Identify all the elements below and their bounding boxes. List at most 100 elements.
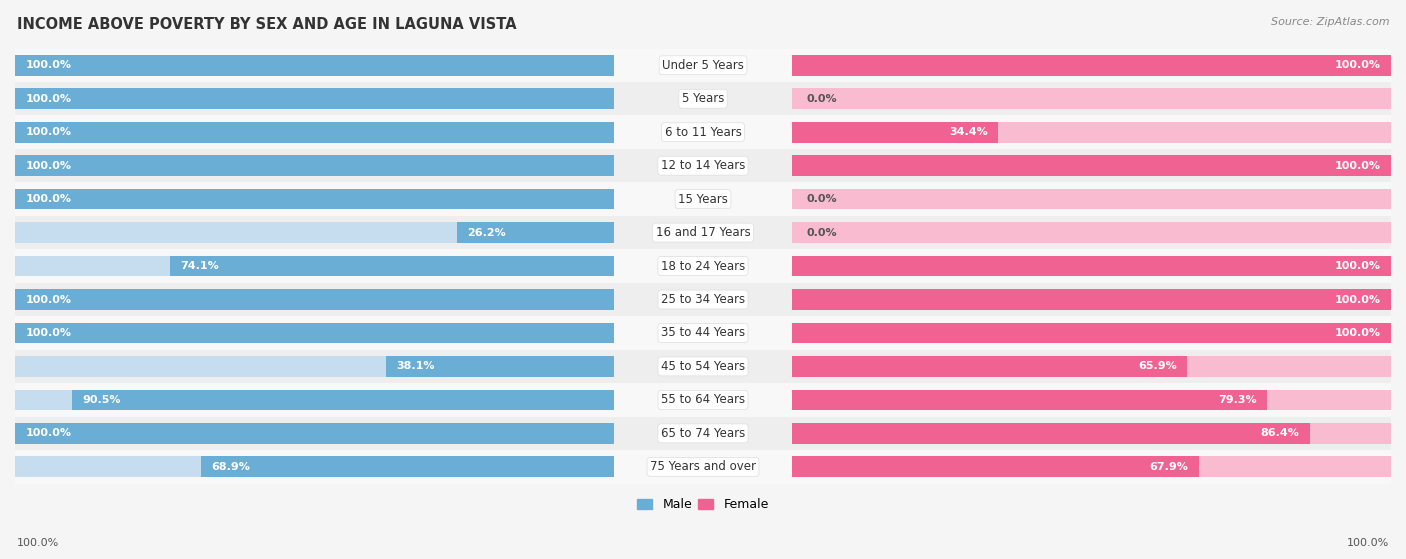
Bar: [15, 390, 613, 410]
Text: 100.0%: 100.0%: [25, 94, 72, 104]
Bar: [15, 55, 613, 75]
Bar: [793, 88, 1391, 109]
Bar: [15, 189, 613, 210]
Bar: [15, 82, 1391, 116]
Bar: [793, 255, 1391, 276]
Bar: [793, 356, 1187, 377]
Text: 55 to 64 Years: 55 to 64 Years: [661, 394, 745, 406]
Bar: [793, 390, 1267, 410]
Bar: [15, 155, 613, 176]
Bar: [793, 189, 1391, 210]
Text: 26.2%: 26.2%: [467, 228, 506, 238]
Text: 65.9%: 65.9%: [1137, 362, 1177, 371]
Bar: [793, 155, 1391, 176]
Text: 6 to 11 Years: 6 to 11 Years: [665, 126, 741, 139]
Text: 0.0%: 0.0%: [806, 94, 837, 104]
Bar: [793, 222, 1391, 243]
Bar: [15, 122, 613, 143]
Text: 100.0%: 100.0%: [25, 194, 72, 204]
Text: 86.4%: 86.4%: [1260, 428, 1299, 438]
Text: 0.0%: 0.0%: [806, 194, 837, 204]
Bar: [15, 457, 613, 477]
Text: 100.0%: 100.0%: [25, 127, 72, 137]
Bar: [793, 55, 1391, 75]
Text: 12 to 14 Years: 12 to 14 Years: [661, 159, 745, 172]
Bar: [15, 249, 1391, 283]
Text: 100.0%: 100.0%: [25, 295, 72, 305]
Text: 18 to 24 Years: 18 to 24 Years: [661, 259, 745, 273]
Text: 100.0%: 100.0%: [25, 60, 72, 70]
Bar: [457, 222, 613, 243]
Text: 0.0%: 0.0%: [806, 228, 837, 238]
Text: 90.5%: 90.5%: [82, 395, 121, 405]
Bar: [15, 88, 613, 109]
Bar: [793, 289, 1391, 310]
Bar: [15, 423, 613, 444]
Bar: [15, 49, 1391, 82]
Bar: [793, 155, 1391, 176]
Bar: [15, 283, 1391, 316]
Bar: [793, 423, 1391, 444]
Text: 67.9%: 67.9%: [1150, 462, 1188, 472]
Text: 34.4%: 34.4%: [949, 127, 988, 137]
Bar: [15, 155, 613, 176]
Text: 100.0%: 100.0%: [1347, 538, 1389, 548]
Bar: [793, 289, 1391, 310]
Text: 45 to 54 Years: 45 to 54 Years: [661, 360, 745, 373]
Text: 79.3%: 79.3%: [1218, 395, 1257, 405]
Bar: [15, 189, 613, 210]
Text: 100.0%: 100.0%: [1334, 261, 1381, 271]
Bar: [15, 55, 613, 75]
Bar: [793, 457, 1391, 477]
Bar: [15, 149, 1391, 182]
Bar: [15, 450, 1391, 484]
Bar: [385, 356, 613, 377]
Text: 68.9%: 68.9%: [211, 462, 250, 472]
Text: 65 to 74 Years: 65 to 74 Years: [661, 427, 745, 440]
Bar: [15, 323, 613, 343]
Bar: [15, 289, 613, 310]
Bar: [15, 416, 1391, 450]
Bar: [793, 323, 1391, 343]
Bar: [793, 55, 1391, 75]
Bar: [15, 116, 1391, 149]
Bar: [793, 122, 998, 143]
Bar: [793, 423, 1309, 444]
Text: 100.0%: 100.0%: [1334, 328, 1381, 338]
Bar: [15, 350, 1391, 383]
Text: 100.0%: 100.0%: [17, 538, 59, 548]
Bar: [15, 289, 613, 310]
Bar: [15, 316, 1391, 350]
Bar: [793, 122, 1391, 143]
Text: Source: ZipAtlas.com: Source: ZipAtlas.com: [1271, 17, 1389, 27]
Text: Under 5 Years: Under 5 Years: [662, 59, 744, 72]
Text: 100.0%: 100.0%: [25, 160, 72, 170]
Bar: [793, 457, 1199, 477]
Text: 35 to 44 Years: 35 to 44 Years: [661, 326, 745, 339]
Bar: [15, 323, 613, 343]
Bar: [170, 255, 613, 276]
Text: 15 Years: 15 Years: [678, 193, 728, 206]
Text: 16 and 17 Years: 16 and 17 Years: [655, 226, 751, 239]
Bar: [793, 390, 1391, 410]
Bar: [15, 88, 613, 109]
Text: 100.0%: 100.0%: [25, 328, 72, 338]
Bar: [15, 216, 1391, 249]
Text: 75 Years and over: 75 Years and over: [650, 460, 756, 473]
Bar: [793, 323, 1391, 343]
Bar: [72, 390, 613, 410]
Text: 100.0%: 100.0%: [25, 428, 72, 438]
Bar: [15, 122, 613, 143]
Text: 74.1%: 74.1%: [180, 261, 219, 271]
Bar: [15, 383, 1391, 416]
Bar: [15, 255, 613, 276]
Text: 100.0%: 100.0%: [1334, 160, 1381, 170]
Bar: [201, 457, 613, 477]
Bar: [15, 222, 613, 243]
Text: 38.1%: 38.1%: [396, 362, 434, 371]
Text: 5 Years: 5 Years: [682, 92, 724, 105]
Bar: [793, 356, 1391, 377]
Bar: [15, 182, 1391, 216]
Text: INCOME ABOVE POVERTY BY SEX AND AGE IN LAGUNA VISTA: INCOME ABOVE POVERTY BY SEX AND AGE IN L…: [17, 17, 516, 32]
Bar: [793, 255, 1391, 276]
